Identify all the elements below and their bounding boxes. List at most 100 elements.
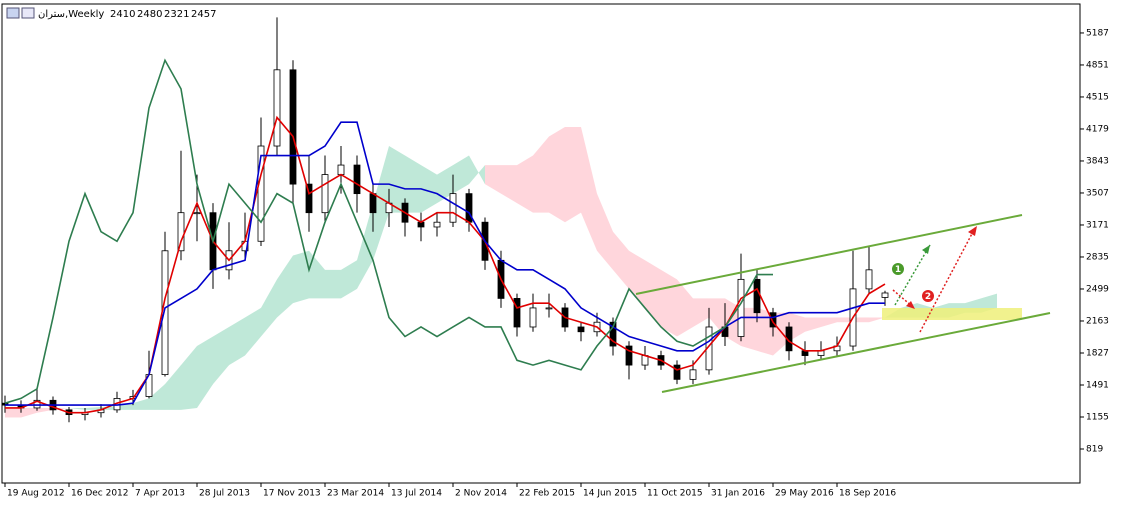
cloud-segment [69, 407, 85, 410]
candle-body [577, 326, 585, 333]
cloud-segment [837, 317, 853, 323]
y-tick-label: 2499 [1086, 284, 1109, 294]
annotation: 2 [925, 292, 931, 302]
cloud-segment [645, 260, 661, 327]
cloud-segment [821, 317, 837, 327]
chart-title: ستران,Weekly [38, 9, 104, 20]
indicator-line [5, 121, 885, 406]
candle-body [753, 278, 761, 314]
candle-body [289, 69, 297, 185]
axes: 5187 4851 4515 4179 3843 3507 3171 2835 2499 2163… [4, 28, 1109, 499]
candle-body [881, 292, 889, 298]
candle-body [689, 369, 697, 380]
cloud-segment [677, 279, 693, 337]
y-tick-label: 3171 [1086, 220, 1109, 230]
cloud-segment [501, 165, 517, 204]
y-tick-label: 4179 [1086, 124, 1109, 134]
icon [6, 7, 20, 19]
x-tick-label: 23 Mar 2014 [327, 489, 384, 499]
cloud-segment [613, 231, 629, 289]
x-tick-label: 18 Sep 2016 [839, 489, 896, 499]
x-tick-label: 17 Nov 2013 [263, 489, 321, 499]
ohlc-close: 2457 [191, 9, 216, 20]
cloud-segment [245, 307, 261, 356]
cloud-segment [453, 155, 469, 194]
cloud-segment [485, 165, 501, 194]
cloud-segment [869, 317, 885, 323]
drawings: 1 2 [635, 214, 1051, 393]
cloud-segment [437, 165, 453, 204]
candle-body [529, 307, 537, 328]
cloud-segment [149, 384, 165, 410]
cloud-segment [789, 312, 805, 342]
candle-body [177, 212, 185, 252]
candle-body [673, 364, 681, 380]
y-tick-label: 2835 [1086, 252, 1109, 262]
y-tick-label: 5187 [1086, 28, 1109, 38]
candle-body [257, 145, 265, 242]
y-tick-label: 4851 [1086, 60, 1109, 70]
cloud-segment [693, 298, 709, 327]
y-tick-label: 3843 [1086, 156, 1109, 166]
candle-body [273, 69, 281, 147]
y-tick-label: 2163 [1086, 316, 1109, 326]
cloud-segment [37, 407, 53, 413]
x-tick-label: 28 Jul 2013 [199, 489, 250, 499]
y-tick-label: 1155 [1086, 412, 1109, 422]
candle-body [193, 212, 201, 215]
badge [892, 263, 904, 275]
candle-body [545, 307, 553, 310]
candle-body [737, 278, 745, 337]
x-tick-label: 29 May 2016 [775, 489, 834, 499]
cloud-segment [21, 407, 37, 418]
x-tick-label: 11 Oct 2015 [647, 489, 703, 499]
arrow-head [906, 301, 915, 309]
badge [922, 290, 934, 302]
candle-body [305, 183, 313, 214]
ohlc-high: 2480 [137, 9, 162, 20]
x-tick-label: 31 Jan 2016 [711, 489, 765, 499]
cloud-segment [213, 326, 229, 385]
annotation: 1 [895, 265, 901, 275]
cloud-segment [293, 250, 309, 304]
cloud-segment [325, 269, 341, 299]
indicator-line [4, 58, 773, 404]
y-tick-label: 4515 [1086, 92, 1109, 102]
ohlc-open: 2410 [110, 9, 135, 20]
y-tick-label: 1827 [1086, 348, 1109, 358]
cloud-segment [757, 307, 773, 356]
arrow-head [922, 245, 930, 254]
candle-body [625, 345, 633, 366]
icon [21, 7, 35, 19]
x-tick-label: 2 Nov 2014 [455, 489, 507, 499]
y-tick-label: 3507 [1086, 188, 1109, 198]
cloud-segment [517, 155, 533, 213]
x-tick-label: 13 Jul 2014 [391, 489, 442, 499]
cloud-segment [309, 250, 325, 299]
candle-body [449, 193, 457, 223]
header: ستران,Weekly 2410 2480 2321 2457 [6, 7, 216, 20]
candle-body [33, 399, 41, 409]
cloud-segment [181, 346, 197, 410]
candle-body [433, 221, 441, 228]
cloud-segment [981, 293, 997, 313]
y-tick-label: 1491 [1086, 380, 1109, 390]
candle-body [353, 164, 361, 195]
y-tick-label: 819 [1086, 444, 1103, 454]
cloud-segment [133, 398, 149, 410]
cloud-segment [741, 307, 757, 351]
target-zone [882, 308, 1022, 320]
cloud-segment [85, 406, 101, 410]
cloud-segment [533, 136, 549, 213]
plot-frame [1, 3, 1081, 484]
candle-body [609, 321, 617, 347]
candle-body [769, 312, 777, 328]
ohlc-low: 2321 [164, 9, 189, 20]
cloud-segment [565, 126, 581, 223]
x-tick-label: 7 Apr 2013 [135, 489, 185, 499]
cloud-segment [261, 279, 277, 337]
cloud-segment [229, 317, 245, 366]
